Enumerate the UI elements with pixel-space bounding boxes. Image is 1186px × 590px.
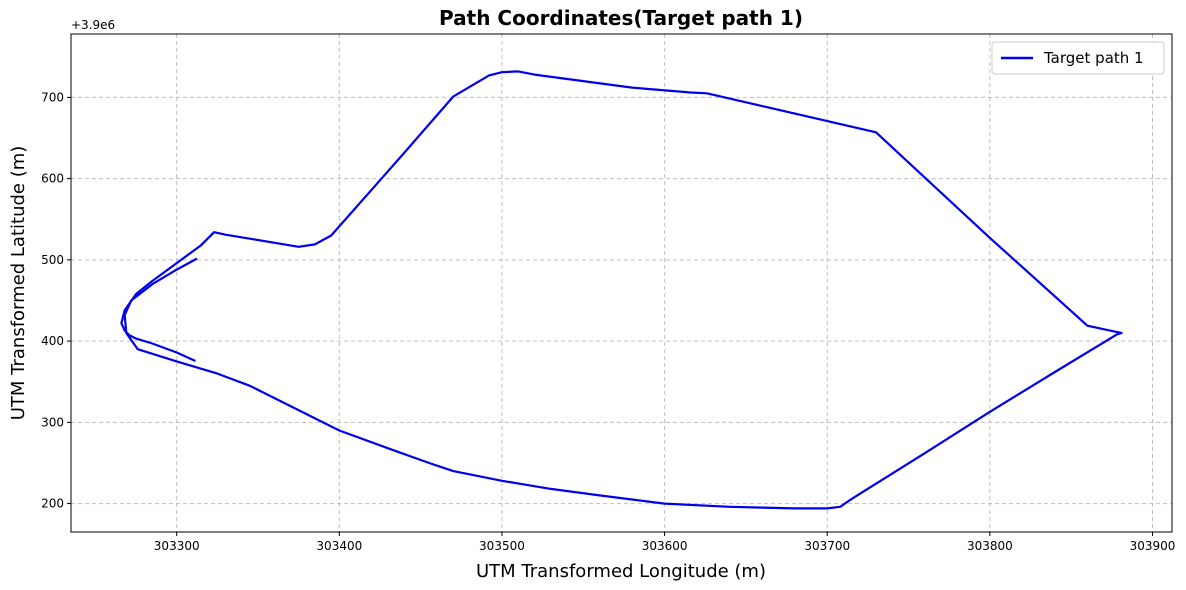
x-tick-label: 303700 xyxy=(804,539,850,553)
x-tick-label: 303900 xyxy=(1130,539,1176,553)
chart-title: Path Coordinates(Target path 1) xyxy=(439,6,803,30)
series-layer xyxy=(120,70,1123,510)
x-tick-label: 303800 xyxy=(967,539,1013,553)
y-tick-label: 200 xyxy=(41,497,64,511)
x-tick-label: 303600 xyxy=(642,539,688,553)
grid xyxy=(71,34,1172,532)
y-tick-label: 700 xyxy=(41,90,64,104)
y-tick-label: 600 xyxy=(41,172,64,186)
x-axis-label: UTM Transformed Longitude (m) xyxy=(476,561,766,582)
legend: Target path 1 xyxy=(991,41,1165,75)
plot-frame xyxy=(70,33,1173,533)
y-offset-label: +3.9e6 xyxy=(71,18,115,32)
x-tick-label: 303400 xyxy=(316,539,362,553)
legend-box xyxy=(991,41,1165,75)
x-tick-label: 303300 xyxy=(154,539,200,553)
legend-label: Target path 1 xyxy=(1043,49,1144,67)
series-line-target-path-1 xyxy=(120,70,1123,510)
y-tick-label: 400 xyxy=(41,334,64,348)
ticks: 303300 303400 303500 303600 303700 303800 3039… xyxy=(41,90,1175,553)
y-tick-label: 300 xyxy=(41,415,64,429)
x-tick-label: 303500 xyxy=(479,539,525,553)
y-axis-label: UTM Transformed Latitude (m) xyxy=(8,146,29,421)
y-tick-label: 500 xyxy=(41,253,64,267)
